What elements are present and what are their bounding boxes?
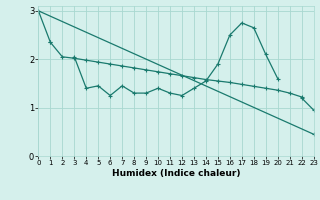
X-axis label: Humidex (Indice chaleur): Humidex (Indice chaleur)	[112, 169, 240, 178]
